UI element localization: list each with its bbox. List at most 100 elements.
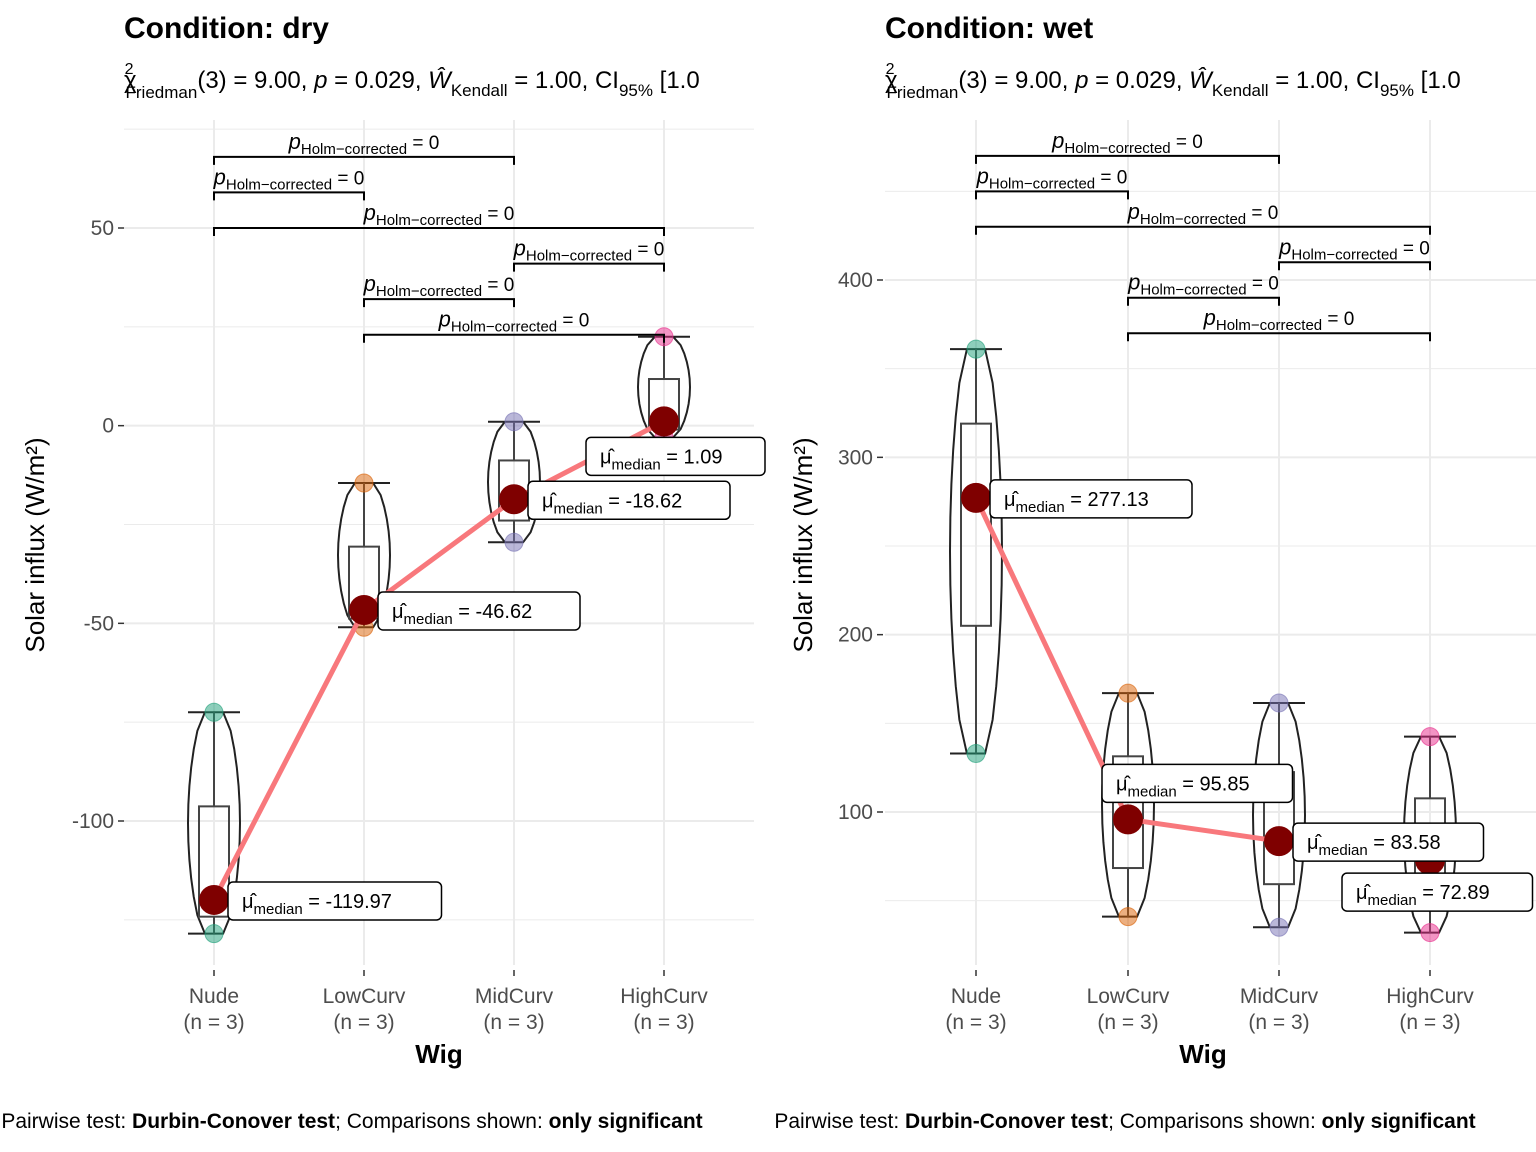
comparison-bracket: pHolm−corrected = 0 (363, 271, 515, 308)
bracket-line (975, 225, 1431, 235)
median-point (961, 482, 991, 513)
median-trend-line (973, 496, 1431, 863)
panel-title: Condition: dry (124, 12, 329, 45)
data-point (504, 412, 524, 432)
median-label: μ̂median = -18.62 (527, 480, 731, 521)
median-label: μ̂median = 83.58 (1292, 822, 1485, 862)
x-tick-n-label: (n = 3) (1097, 1011, 1158, 1034)
panel-subtitle: χ2 Friedman(3) = 9.00, p = 0.029, ŴKendal… (124, 61, 700, 102)
median-label-text: μ̂median = 95.85 (1116, 773, 1250, 800)
bracket-line (975, 154, 1280, 164)
panel-dry: 50 0 -50 -100 Nude (n = 3) LowCurv (n = 3) MidCu… (1, 12, 766, 1133)
median-label-box (989, 479, 1193, 519)
y-tick-label: -50 (84, 612, 114, 635)
panel-content: 50 0 -50 -100 Nude (n = 3) LowCurv (n = 3) MidCu… (1, 12, 766, 1133)
x-tick-n-label: (n = 3) (633, 1011, 694, 1034)
data-point (1269, 693, 1289, 713)
data-point (504, 532, 524, 552)
x-tick-label: HighCurv (620, 985, 708, 1008)
bracket-line (513, 262, 665, 272)
comparison-bracket: pHolm−corrected = 0 (975, 128, 1280, 164)
y-tick-label: 100 (838, 801, 873, 824)
bracket-line (213, 227, 665, 236)
x-tick-label: Nude (951, 985, 1001, 1008)
x-tick-n-label: (n = 3) (333, 1011, 394, 1034)
data-point (966, 743, 986, 763)
median-label: μ̂median = 95.85 (1101, 763, 1294, 804)
x-tick-n-label: (n = 3) (1399, 1011, 1460, 1034)
bracket-line (363, 333, 665, 343)
y-tick-label: 300 (838, 446, 873, 469)
y-tick-label: 50 (91, 217, 114, 240)
bracket-line (1278, 261, 1431, 271)
median-point (1264, 826, 1294, 857)
data-point (1118, 907, 1138, 927)
median-label-text: μ̂median = 72.89 (1356, 882, 1490, 909)
median-label: μ̂median = -46.62 (377, 591, 581, 631)
bracket-line (1127, 332, 1431, 342)
bracket-p-label: pHolm−corrected = 0 (288, 129, 440, 158)
panel-title: Condition: wet (885, 12, 1093, 45)
comparison-bracket: pHolm−corrected = 0 (513, 236, 665, 272)
data-point (354, 473, 374, 493)
median-label-box (1341, 872, 1534, 912)
data-point (204, 924, 224, 944)
box-iqr (198, 805, 230, 918)
box-iqr (1112, 755, 1144, 870)
x-tick-label: LowCurv (1087, 985, 1170, 1008)
comparison-bracket: pHolm−corrected = 0 (213, 164, 365, 201)
bracket-line (975, 190, 1129, 200)
median-label: μ̂median = -119.97 (227, 881, 443, 921)
bracket-line (1127, 296, 1280, 306)
bracket-line (213, 191, 365, 201)
x-tick-n-label: (n = 3) (483, 1011, 544, 1034)
data-point (1420, 727, 1440, 747)
bracket-p-label: pHolm−corrected = 0 (363, 200, 515, 229)
median-label-box (585, 436, 766, 477)
comparison-bracket: pHolm−corrected = 0 (213, 129, 515, 165)
median-point (649, 406, 679, 437)
median-label-box (527, 480, 731, 521)
bracket-p-label: pHolm−corrected = 0 (1127, 270, 1279, 299)
x-tick-n-label: (n = 3) (183, 1011, 244, 1034)
bracket-p-label: pHolm−corrected = 0 (213, 164, 365, 193)
data-point (1420, 923, 1440, 943)
median-point (1113, 804, 1143, 835)
panel-subtitle: χ2 Friedman(3) = 9.00, p = 0.029, ŴKendal… (885, 61, 1461, 102)
y-tick-label: 0 (102, 415, 114, 438)
x-tick-label: MidCurv (475, 985, 554, 1008)
bracket-p-label: pHolm−corrected = 0 (363, 271, 515, 300)
data-point (1118, 683, 1138, 703)
median-label: μ̂median = 277.13 (989, 479, 1193, 519)
median-label: μ̂median = 72.89 (1341, 872, 1534, 912)
panel-caption: Pairwise test: Durbin-Conover test; Comp… (774, 1110, 1475, 1133)
median-label: μ̂median = 1.09 (585, 436, 766, 477)
panel-caption: Pairwise test: Durbin-Conover test; Comp… (1, 1110, 702, 1133)
comparison-bracket: pHolm−corrected = 0 (1127, 305, 1431, 342)
bracket-p-label: pHolm−corrected = 0 (438, 307, 590, 336)
data-point (966, 339, 986, 359)
median-point (199, 884, 229, 915)
data-point (204, 702, 224, 722)
comparison-bracket: pHolm−corrected = 0 (975, 163, 1129, 200)
x-tick-label: HighCurv (1386, 985, 1474, 1008)
x-tick-label: Nude (189, 985, 239, 1008)
y-axis-title: Solar influx (W/m²) (20, 437, 50, 652)
x-axis-title: Wig (1179, 1039, 1226, 1069)
y-axis-title: Solar influx (W/m²) (788, 437, 818, 652)
panel-content: 400 300 200 100 Nude (n = 3) LowCurv (n = 3) Mid… (774, 12, 1536, 1133)
panel-wet: 400 300 200 100 Nude (n = 3) LowCurv (n = 3) Mid… (774, 12, 1536, 1133)
data-point (1269, 917, 1289, 937)
bracket-p-label: pHolm−corrected = 0 (1051, 128, 1203, 157)
y-tick-label: 200 (838, 624, 873, 647)
median-label-box (1101, 763, 1294, 804)
comparison-bracket: pHolm−corrected = 0 (975, 199, 1431, 235)
bracket-line (363, 298, 515, 308)
comparison-bracket: pHolm−corrected = 0 (1278, 234, 1431, 271)
x-tick-label: LowCurv (323, 985, 406, 1008)
bracket-p-label: pHolm−corrected = 0 (1203, 305, 1355, 334)
bracket-p-label: pHolm−corrected = 0 (513, 236, 665, 265)
median-label-box (1292, 822, 1485, 862)
y-tick-label: 400 (838, 269, 873, 292)
